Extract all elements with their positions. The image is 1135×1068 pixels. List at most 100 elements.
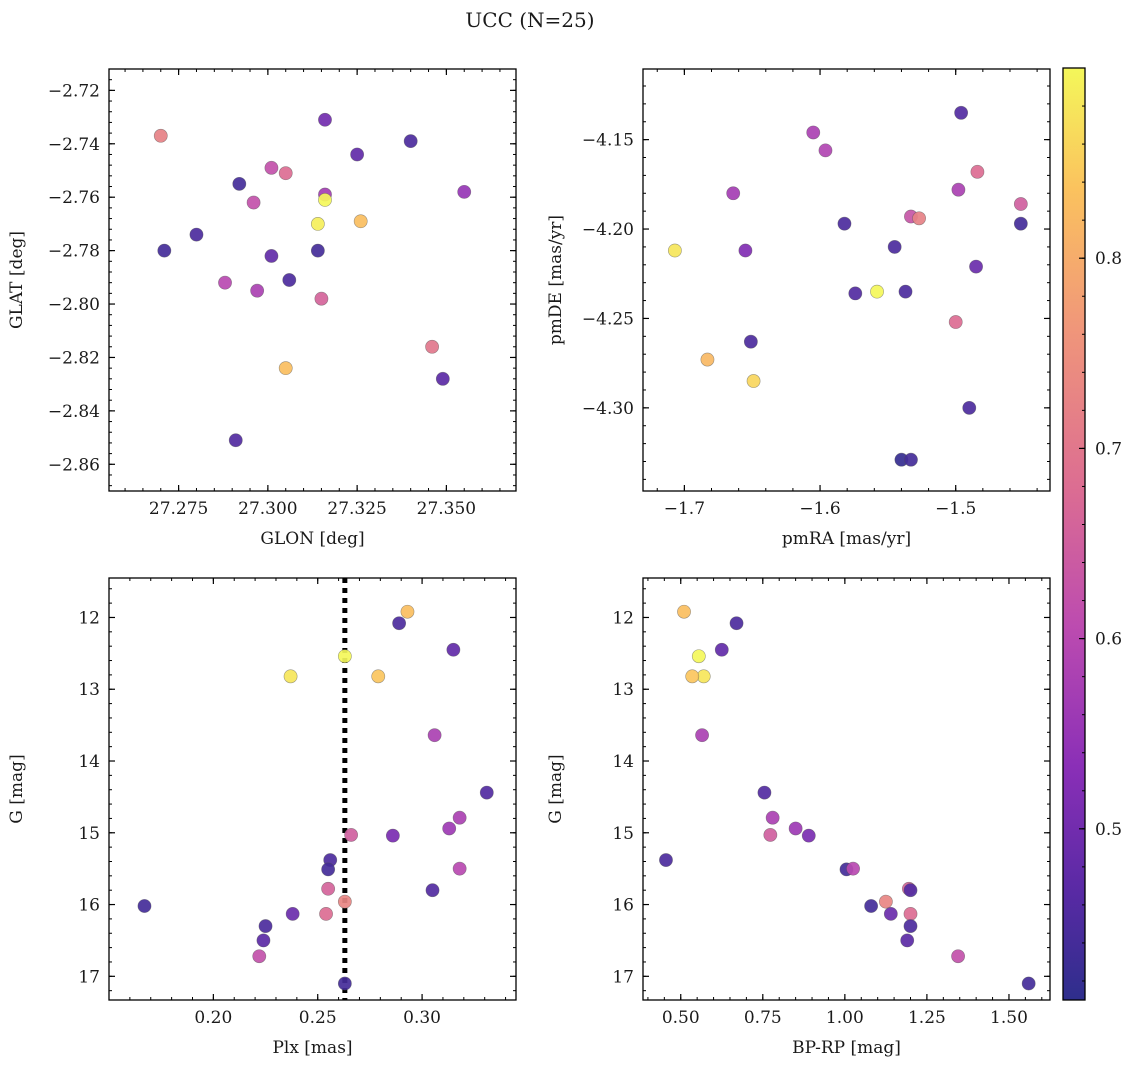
- scatter-point: [691, 649, 706, 664]
- scatter-point: [1013, 197, 1028, 211]
- scatter-point: [258, 919, 273, 933]
- y-tick-label: 17: [78, 967, 100, 987]
- y-tick-label: −2.72: [48, 81, 100, 101]
- scatter-point: [228, 433, 243, 448]
- y-tick-label: −2.84: [48, 402, 100, 422]
- scatter-point: [337, 976, 352, 991]
- scatter-point: [903, 883, 918, 898]
- scatter-point: [714, 642, 729, 657]
- scatter-point: [319, 906, 333, 921]
- scatter-point: [969, 259, 983, 274]
- y-tick-label: 16: [612, 896, 634, 916]
- scatter-point: [846, 861, 860, 876]
- scatter-point: [870, 284, 884, 299]
- scatter-point: [392, 616, 407, 631]
- x-tick-label: −1.5: [935, 499, 976, 519]
- scatter-point: [318, 112, 332, 127]
- x-tick-label: 27.300: [238, 499, 297, 519]
- y-tick-label: −2.86: [48, 455, 100, 475]
- scatter-point: [951, 949, 965, 964]
- scatter-point: [256, 933, 271, 948]
- y-tick-label: −2.78: [48, 242, 100, 262]
- y-tick-label: 17: [612, 967, 634, 987]
- y-tick-label: −2.80: [48, 295, 100, 315]
- x-tick-label: 0.25: [299, 1008, 337, 1028]
- scatter-point: [137, 899, 152, 913]
- x-tick-label: −1.6: [799, 499, 840, 519]
- x-axis-label: Plx [mas]: [272, 1038, 352, 1058]
- y-tick-label: −4.30: [582, 399, 634, 419]
- x-tick-label: 1.50: [990, 1008, 1028, 1028]
- scatter-point: [264, 160, 279, 175]
- scatter-point: [264, 249, 279, 263]
- scatter-point: [278, 166, 293, 181]
- scatter-point: [1013, 216, 1028, 231]
- scatter-point: [318, 192, 332, 207]
- scatter-point: [250, 283, 265, 298]
- scatter-point: [729, 616, 744, 631]
- scatter-point: [350, 147, 365, 162]
- scatter-point: [282, 273, 297, 287]
- colorbar-tick-label: 0.8: [1095, 249, 1122, 269]
- axes-frame: [108, 577, 517, 1001]
- scatter-point: [344, 828, 359, 842]
- x-axis-label: GLON [deg]: [260, 529, 364, 549]
- scatter-point: [864, 899, 879, 913]
- scatter-point: [218, 275, 232, 290]
- scatter-point: [948, 315, 963, 329]
- scatter-point: [887, 240, 902, 254]
- scatter-point: [765, 810, 780, 825]
- scatter-point: [757, 785, 772, 800]
- scatter-point: [425, 339, 440, 354]
- x-tick-label: 27.325: [327, 499, 386, 519]
- scatter-point: [337, 894, 352, 909]
- scatter-point: [442, 821, 457, 836]
- scatter-point: [446, 642, 461, 657]
- y-axis-label: GLAT [deg]: [7, 231, 27, 329]
- x-tick-label: 27.275: [149, 499, 208, 519]
- x-tick-label: 0.20: [194, 1008, 232, 1028]
- scatter-point: [904, 452, 918, 467]
- scatter-point: [452, 861, 467, 876]
- y-tick-label: −2.82: [48, 348, 100, 368]
- scatter-point: [726, 186, 741, 201]
- scatter-point: [321, 881, 336, 896]
- x-tick-label: 1.25: [908, 1008, 946, 1028]
- figure-title: UCC (N=25): [465, 8, 594, 32]
- scatter-point: [427, 728, 442, 743]
- scatter-point: [153, 128, 168, 143]
- x-axis-label: pmRA [mas/yr]: [782, 529, 911, 549]
- scatter-point: [951, 182, 966, 197]
- scatter-point: [232, 176, 247, 191]
- scatter-point: [962, 400, 977, 415]
- scatter-point: [278, 361, 293, 376]
- scatter-point: [400, 604, 415, 619]
- y-tick-label: 14: [612, 752, 634, 772]
- scatter-point: [425, 883, 440, 898]
- scatter-point: [314, 291, 329, 306]
- scatter-point: [883, 906, 898, 921]
- scatter-point: [700, 352, 715, 367]
- scatter-point: [452, 810, 467, 825]
- y-tick-label: 15: [612, 824, 634, 844]
- y-tick-label: 14: [78, 752, 100, 772]
- scatter-point: [837, 216, 852, 231]
- scatter-point: [189, 227, 204, 242]
- scatter-point: [371, 669, 386, 684]
- x-tick-label: −1.7: [664, 499, 705, 519]
- scatter-point: [848, 286, 863, 301]
- scatter-point: [788, 821, 803, 836]
- y-tick-label: −2.76: [48, 188, 100, 208]
- y-tick-label: 12: [612, 608, 634, 628]
- scatter-point: [321, 862, 336, 877]
- y-tick-label: −2.74: [48, 135, 100, 155]
- y-tick-label: 13: [612, 680, 634, 700]
- panel-glon-glat: 27.275 27.300 27.325 27.350 −2.72 −2.74 −2.76 −…: [7, 68, 517, 549]
- scatter-point: [903, 919, 918, 933]
- colorbar-tick-label: 0.5: [1095, 820, 1122, 840]
- scatter-point: [903, 906, 918, 921]
- colorbar-tick-label: 0.7: [1095, 439, 1122, 459]
- scatter-point: [738, 243, 753, 258]
- scatter-point: [806, 125, 821, 140]
